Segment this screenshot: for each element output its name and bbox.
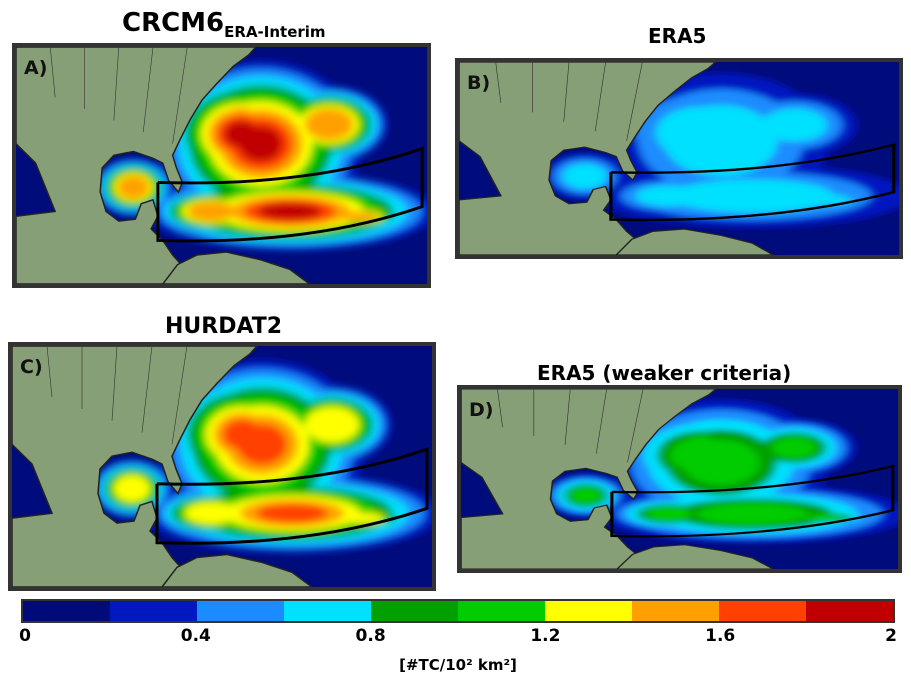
colorbar-bin — [632, 601, 719, 621]
main-development-region-box — [156, 146, 424, 243]
density-contour — [256, 503, 328, 523]
title-a: CRCM6ERA-Interim — [122, 8, 326, 42]
panel-label: D) — [469, 399, 494, 421]
state-border — [171, 346, 188, 445]
land-mass — [461, 389, 717, 569]
density-contour — [771, 437, 817, 459]
panel-label: A) — [24, 57, 48, 79]
panel-label: B) — [467, 72, 491, 94]
title-b: ERA5 — [648, 24, 707, 48]
main-development-region-box — [609, 143, 896, 222]
colorbar-bin — [371, 601, 458, 621]
map-b — [459, 62, 899, 255]
map-panel-c: C) — [8, 342, 436, 591]
density-contour — [304, 406, 360, 443]
colorbar-bin — [23, 601, 110, 621]
land-mass — [161, 251, 311, 284]
colorbar-tick-label: 1.2 — [530, 626, 561, 646]
state-border — [497, 389, 503, 428]
state-border — [495, 62, 502, 103]
density-contour — [571, 487, 601, 504]
map-d — [461, 389, 898, 569]
density-contour — [562, 163, 607, 189]
density-contour — [646, 507, 692, 521]
state-border — [595, 389, 607, 454]
main-development-region-box — [155, 447, 429, 545]
density-contour — [187, 201, 236, 222]
colorbar-bin — [110, 601, 197, 621]
colorbar-bin — [545, 601, 632, 621]
land-mass — [459, 62, 717, 255]
map-c — [12, 346, 432, 587]
land-mass — [161, 553, 314, 587]
density-contour — [716, 513, 768, 522]
land-mass — [615, 228, 775, 255]
colorbar-tick-label: 2 — [885, 626, 897, 646]
density-contour — [678, 108, 722, 134]
state-border — [563, 62, 570, 122]
colorbar-tick-label: 0 — [19, 626, 31, 646]
state-border — [564, 389, 571, 445]
land-mass — [16, 47, 257, 284]
density-contour — [798, 194, 854, 205]
density-contour — [338, 211, 379, 222]
colorbar — [21, 599, 895, 623]
density-contour — [685, 436, 716, 452]
main-development-region-box — [610, 464, 895, 538]
density-contour — [184, 501, 240, 525]
density-contour — [703, 194, 781, 206]
state-border — [594, 62, 606, 132]
map-panel-b: B) — [455, 58, 903, 259]
colorbar-bin — [806, 601, 893, 621]
density-contour — [806, 514, 844, 521]
colorbar-bin — [458, 601, 545, 621]
colorbar-tick-label: 1.6 — [705, 626, 736, 646]
colorbar-unit-label: [#TC/10² km²] — [399, 656, 517, 674]
state-border — [111, 346, 118, 421]
state-border — [49, 47, 56, 98]
colorbar-tick-label: 0.4 — [180, 626, 211, 646]
state-border — [626, 62, 643, 141]
density-contour — [670, 438, 731, 472]
map-panel-d: D) — [457, 385, 902, 573]
density-contour — [224, 120, 259, 148]
colorbar-bin — [197, 601, 284, 621]
density-contour — [635, 185, 702, 207]
density-contour — [304, 108, 354, 141]
colorbar-bin — [719, 601, 806, 621]
density-contour — [117, 175, 150, 200]
state-border — [172, 47, 188, 144]
state-border — [46, 346, 53, 398]
density-contour — [761, 108, 828, 142]
title-c: HURDAT2 — [165, 314, 283, 339]
land-mass — [12, 346, 258, 587]
map-a — [16, 47, 427, 284]
map-panel-a: A) — [12, 43, 431, 288]
density-contour — [222, 419, 262, 450]
colorbar-bin — [284, 601, 371, 621]
state-border — [113, 47, 120, 121]
title-d: ERA5 (weaker criteria) — [537, 361, 792, 385]
land-mass — [616, 544, 775, 569]
state-border — [142, 47, 154, 133]
state-border — [141, 346, 153, 433]
colorbar-tick-label: 0.8 — [355, 626, 386, 646]
density-contour — [113, 475, 151, 503]
density-contour — [339, 512, 385, 524]
state-border — [627, 389, 644, 463]
panel-label: C) — [20, 356, 43, 378]
density-contour — [258, 203, 322, 220]
